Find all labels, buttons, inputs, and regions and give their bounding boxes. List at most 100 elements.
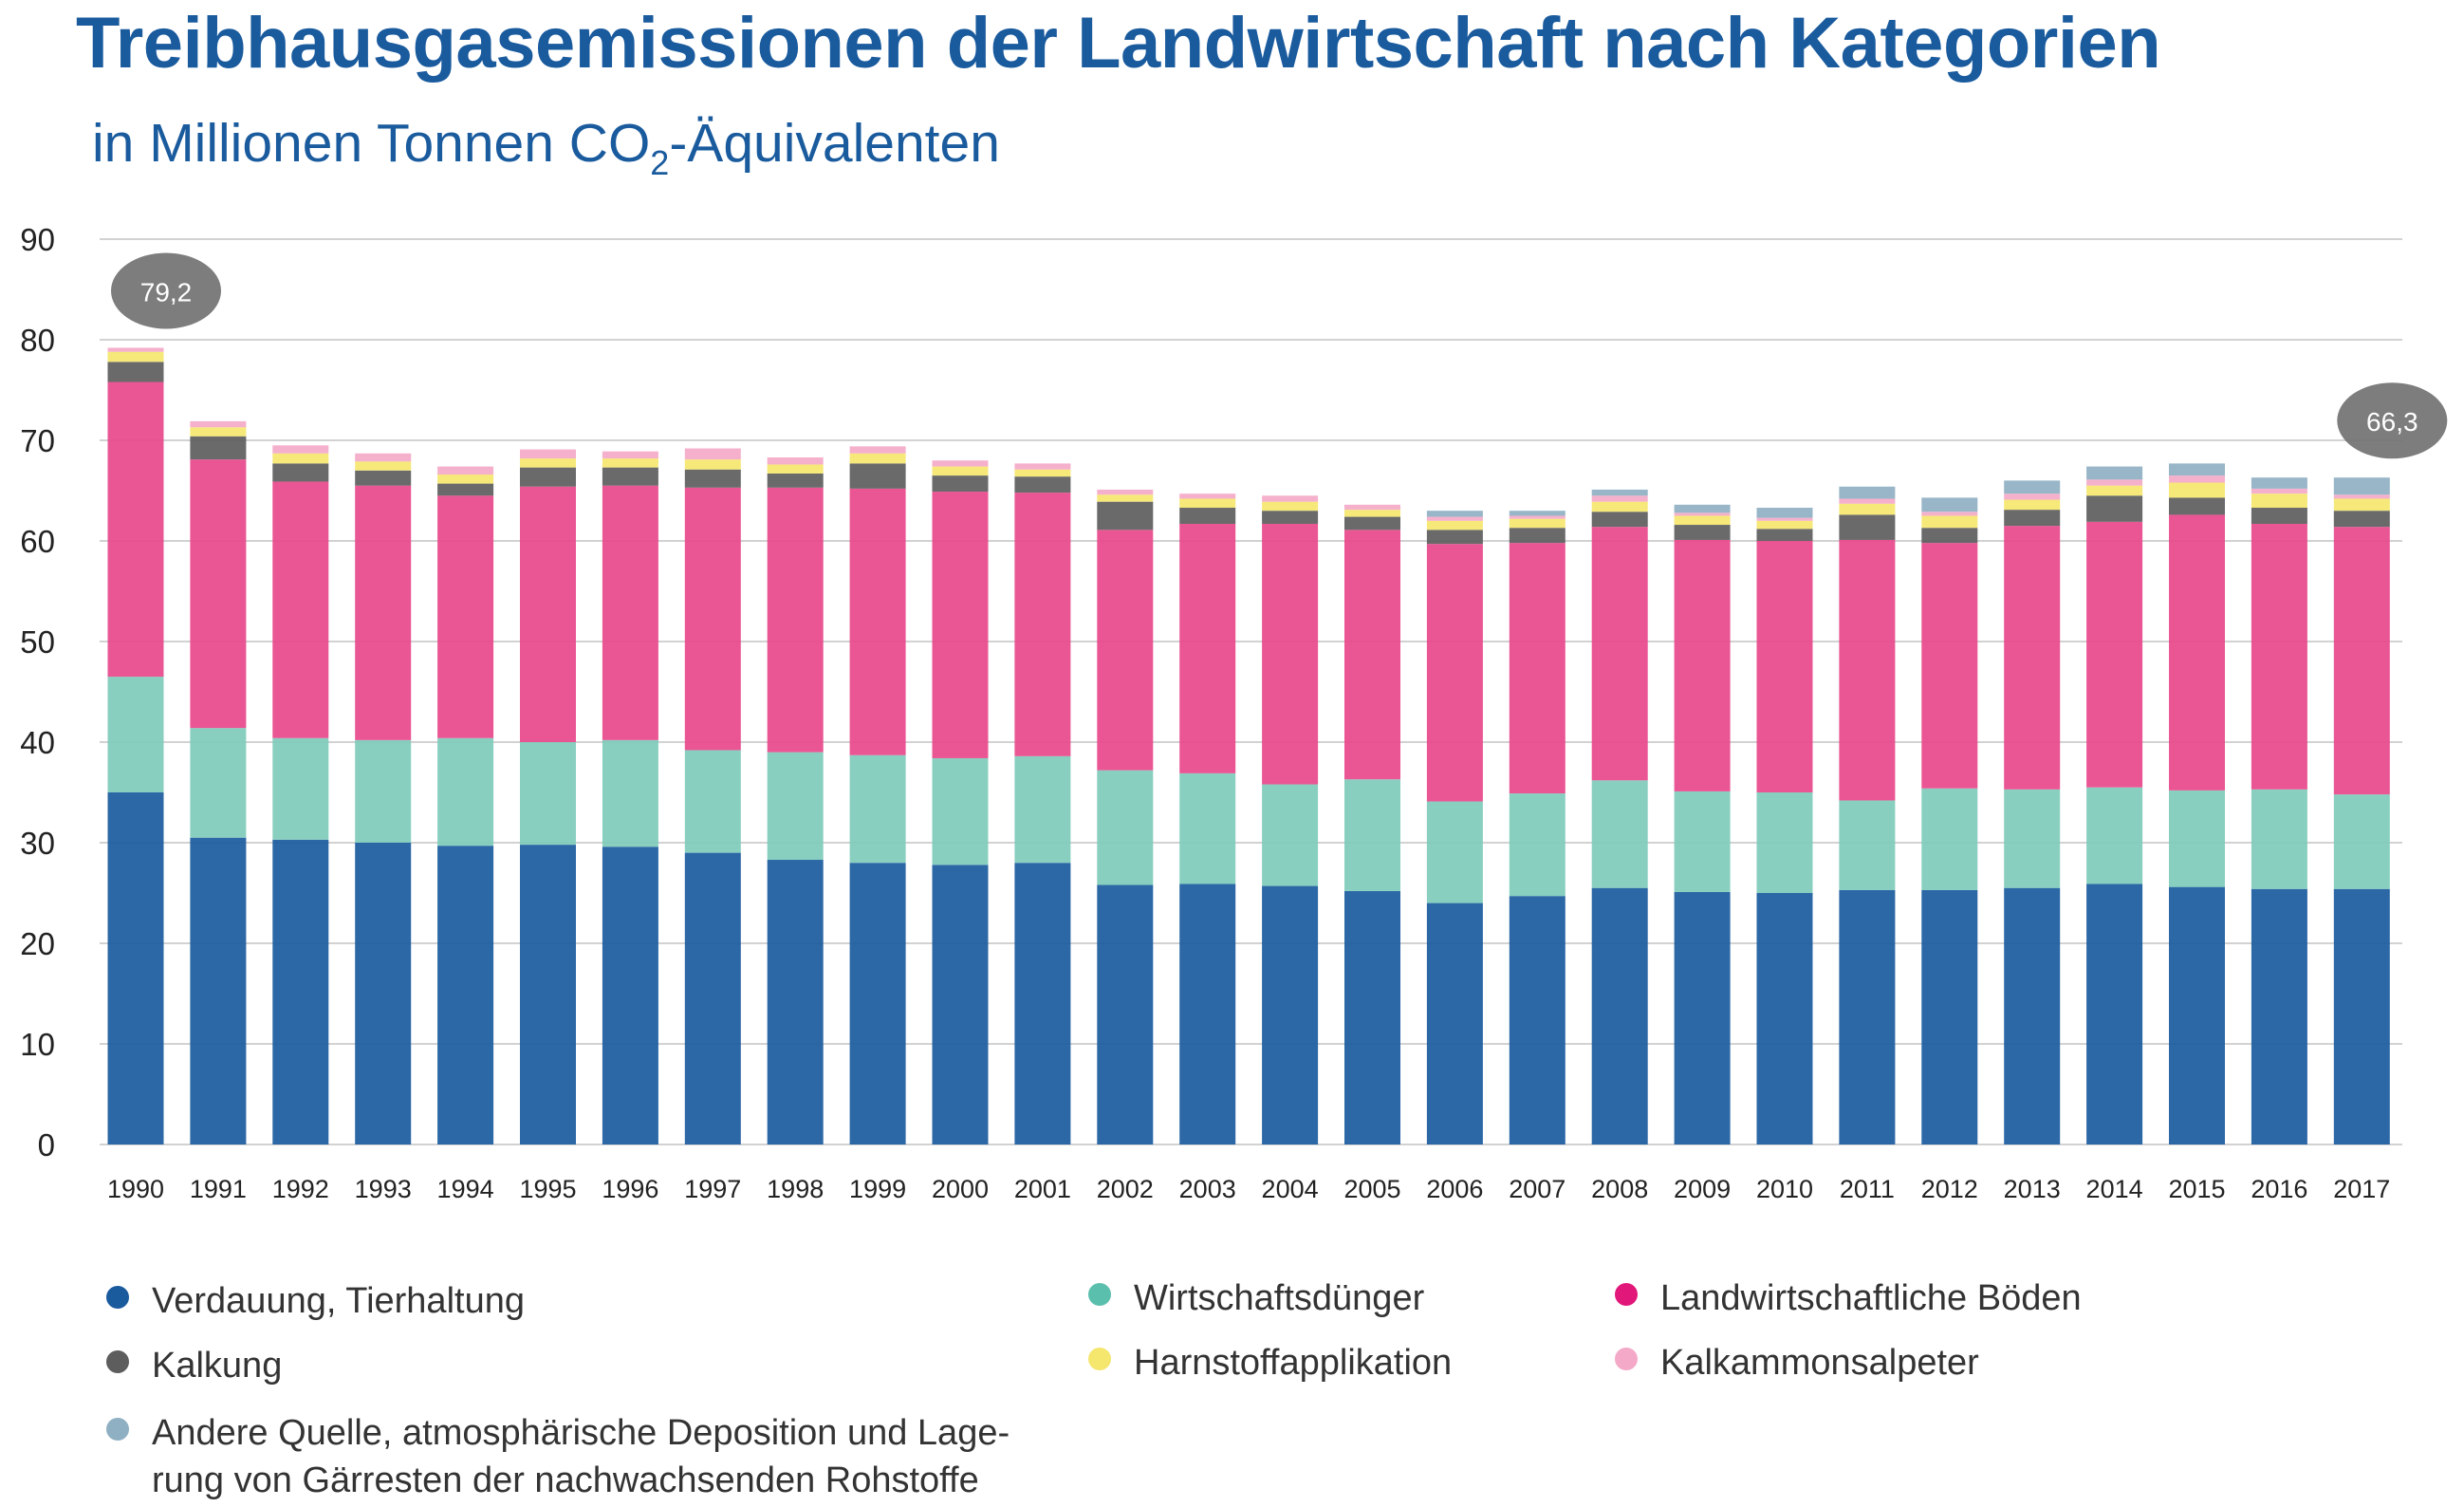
bar-segment <box>2169 497 2225 515</box>
bar-segment <box>1344 890 1400 1144</box>
bar-segment <box>1097 530 1154 771</box>
bar-segment <box>1262 784 1319 886</box>
bar-segment <box>355 485 412 740</box>
bar-segment <box>1756 520 1813 530</box>
bar-segment <box>107 381 164 678</box>
x-tick-label: 2002 <box>1097 1175 1154 1203</box>
y-tick-label: 80 <box>20 323 55 358</box>
y-tick-label: 30 <box>20 826 55 861</box>
bar-segment <box>1921 889 1978 1144</box>
bar-segment <box>1179 498 1236 509</box>
legend-label: Wirtschaftsdünger <box>1134 1278 1425 1318</box>
bar-segment <box>849 446 906 454</box>
bar-segment <box>520 449 576 459</box>
y-tick-label: 40 <box>20 725 55 760</box>
x-tick-label: 2016 <box>2251 1175 2307 1203</box>
legend-label: Harnstoffapplikation <box>1134 1343 1453 1383</box>
x-tick-label: 2008 <box>1591 1175 1648 1203</box>
bar-segment <box>1591 780 1648 888</box>
bar-segment <box>932 865 989 1144</box>
bar-segment <box>2333 888 2390 1144</box>
legend-label-line-1: Andere Quelle, atmosphärische Deposition… <box>152 1413 1010 1453</box>
bar-segment <box>437 737 494 847</box>
bar-segment <box>1344 510 1400 517</box>
bar-segment <box>602 847 658 1144</box>
y-axis: 0 10 20 30 40 50 60 70 80 90 <box>20 222 55 1163</box>
bar-segment <box>1262 511 1319 524</box>
bar-segment <box>2169 463 2225 476</box>
x-tick-label: 2004 <box>1262 1175 1319 1203</box>
bar-segment <box>1179 884 1236 1144</box>
x-tick-label: 2009 <box>1674 1175 1731 1203</box>
bar-segment <box>1262 523 1319 785</box>
bar-segment <box>520 845 576 1144</box>
bar-segment <box>1756 541 1813 792</box>
bar-segment <box>2251 523 2307 790</box>
bar-segment <box>1097 489 1154 495</box>
bars <box>107 347 2390 1144</box>
bar-segment <box>1509 896 1565 1144</box>
bar-segment <box>1509 515 1565 519</box>
bar-segment <box>1509 518 1565 529</box>
bar-segment <box>2333 527 2390 795</box>
x-tick-label: 2010 <box>1756 1175 1813 1203</box>
y-tick-label: 20 <box>20 926 55 961</box>
bar-segment <box>1591 527 1648 781</box>
bar-segment <box>849 463 906 489</box>
bar-segment <box>1179 772 1236 884</box>
x-tick-label: 1999 <box>849 1175 906 1203</box>
bar-segment <box>767 457 824 465</box>
bar-segment <box>2086 884 2143 1144</box>
bar-segment <box>2169 482 2225 498</box>
bar-segment <box>1014 863 1071 1144</box>
x-tick-label: 1995 <box>519 1175 576 1203</box>
bar-segment <box>1674 891 1731 1144</box>
bar-segment <box>1179 523 1236 773</box>
x-tick-label: 2014 <box>2086 1175 2143 1203</box>
bar-segment <box>932 757 989 865</box>
bar-segment <box>2004 510 2061 527</box>
bar-segment <box>767 464 824 474</box>
bar-segment <box>1839 539 1896 801</box>
bar-segment <box>355 470 412 486</box>
bar-segment <box>2004 526 2061 790</box>
bar-segment <box>932 466 989 476</box>
x-tick-label: 2015 <box>2168 1175 2225 1203</box>
bar-segment <box>107 792 164 1144</box>
y-tick-label: 10 <box>20 1027 55 1062</box>
bar-segment <box>2169 886 2225 1144</box>
bar-segment <box>684 469 741 488</box>
bar-segment <box>1756 508 1813 518</box>
bar-segment <box>2333 498 2390 512</box>
bar-segment <box>1509 543 1565 794</box>
bar-segment <box>767 487 824 753</box>
chart-title: Treibhausgasemissionen der Landwirtschaf… <box>76 3 2161 84</box>
bar-segment <box>190 459 247 729</box>
bar-segment <box>1921 788 1978 890</box>
x-tick-label: 2001 <box>1014 1175 1071 1203</box>
legend-swatch-wirtschaftsduenger <box>1088 1283 1111 1306</box>
bar-segment <box>849 488 906 755</box>
bar-segment <box>2251 789 2307 889</box>
y-tick-label: 90 <box>20 222 55 257</box>
bar-segment <box>107 347 164 352</box>
bar-segment <box>2086 479 2143 486</box>
stacked-bar-chart: 0 10 20 30 40 50 60 70 80 90 1990 1991 1992 1993 1994… <box>20 222 2448 1203</box>
legend-swatch-landwirtschaftliche-boeden <box>1615 1283 1638 1306</box>
bar-segment <box>437 846 494 1144</box>
bar-segment <box>602 739 658 847</box>
bar-segment <box>1509 793 1565 897</box>
bar-segment <box>355 739 412 843</box>
legend-label-line-2: rung von Gärresten der nachwachsenden Ro… <box>152 1460 979 1500</box>
bar-segment <box>1674 539 1731 791</box>
bar-segment <box>602 451 658 459</box>
bar-segment <box>2251 888 2307 1144</box>
bar-segment <box>1921 515 1978 529</box>
bar-segment <box>1014 476 1071 493</box>
bar-segment <box>1426 516 1483 521</box>
bar-segment <box>355 461 412 471</box>
bar-segment <box>190 427 247 437</box>
bar-segment <box>2333 511 2390 528</box>
bar-segment <box>520 467 576 487</box>
bar-segment <box>520 458 576 468</box>
